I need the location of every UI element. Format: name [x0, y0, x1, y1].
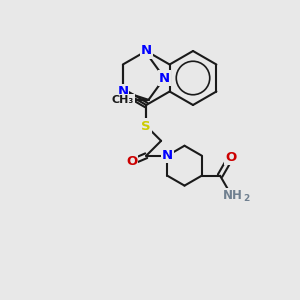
- Text: O: O: [225, 151, 236, 164]
- Text: N: N: [141, 44, 152, 58]
- Text: N: N: [159, 71, 170, 85]
- Text: O: O: [126, 155, 137, 169]
- Text: CH₃: CH₃: [111, 95, 134, 105]
- Text: 2: 2: [243, 194, 250, 203]
- Text: S: S: [141, 119, 151, 133]
- Text: N: N: [162, 149, 173, 162]
- Text: N: N: [117, 85, 128, 98]
- Text: NH: NH: [223, 189, 242, 202]
- Text: N: N: [117, 85, 128, 98]
